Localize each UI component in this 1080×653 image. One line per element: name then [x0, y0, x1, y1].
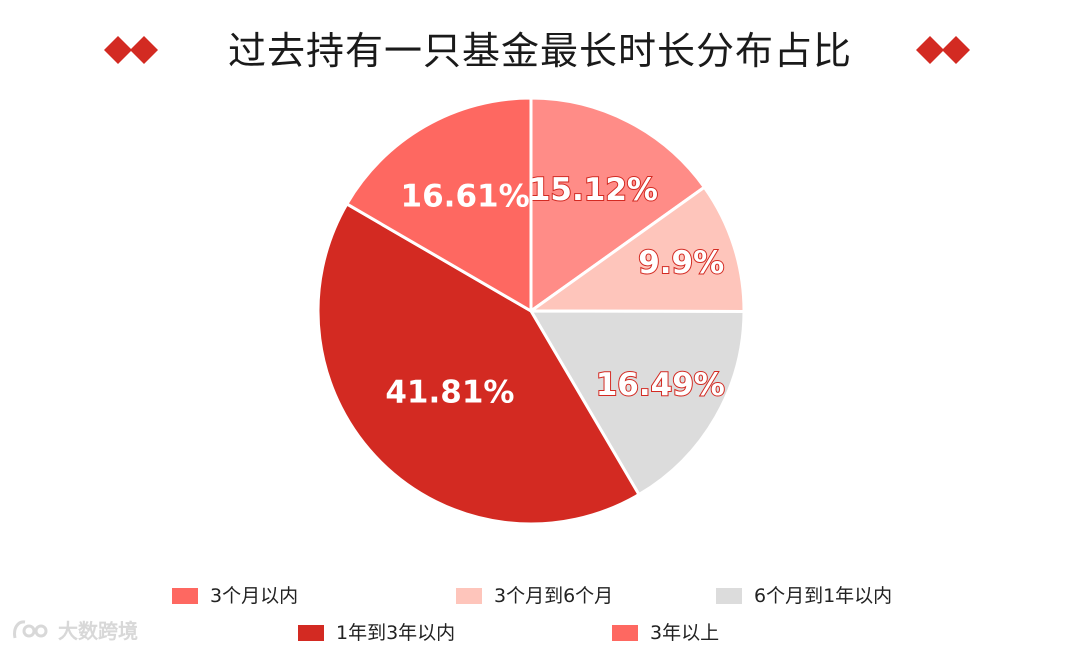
chart-title: 过去持有一只基金最长时长分布占比	[227, 29, 852, 73]
pie-slice	[316, 202, 641, 526]
watermark-text: 大数跨境	[58, 619, 138, 643]
legend-swatch	[456, 588, 482, 604]
legend-swatch	[612, 625, 638, 641]
pie-slice	[529, 96, 706, 313]
legend-label: 3个月以内	[210, 585, 299, 607]
slice-value-label: 15.12%	[529, 172, 658, 208]
legend-label: 3年以上	[650, 622, 720, 644]
title-row: 过去持有一只基金最长时长分布占比	[0, 22, 1080, 82]
pie-slice	[529, 309, 746, 497]
pie-chart: 15.12% 9.9% 16.49% 41.81% 16.61%	[316, 96, 746, 526]
slice-value-label: 9.9%	[638, 245, 724, 281]
pie-slice	[345, 96, 533, 313]
diamond-pair-icon	[104, 36, 158, 64]
pie-slice	[529, 185, 746, 313]
legend-label: 6个月到1年以内	[754, 585, 893, 607]
slice-value-label: 41.81%	[385, 375, 514, 411]
legend-swatch	[172, 588, 198, 604]
slice-value-label: 16.61%	[401, 179, 530, 215]
legend-swatch	[716, 588, 742, 604]
diamond-pair-icon	[916, 36, 970, 64]
logo-icon	[13, 620, 48, 639]
legend-swatch	[298, 625, 324, 641]
legend-label: 3个月到6个月	[494, 585, 614, 607]
slice-value-label: 16.49%	[596, 367, 725, 403]
legend-label: 1年到3年以内	[336, 622, 456, 644]
